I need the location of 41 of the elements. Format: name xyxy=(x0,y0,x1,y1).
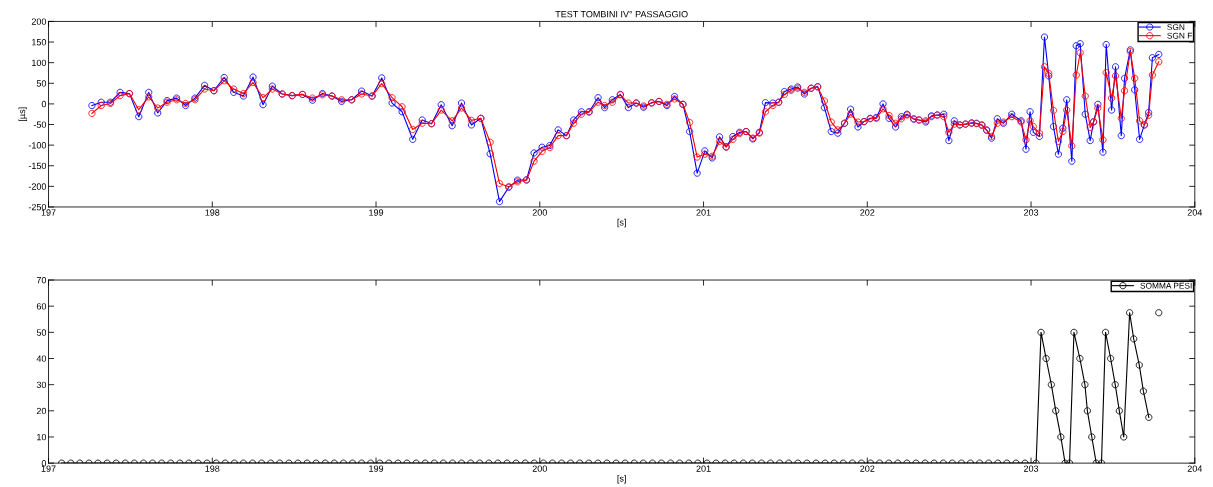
y-tick-label: 20 xyxy=(36,407,47,415)
y-tick-label: -250 xyxy=(28,203,47,211)
x-tick-label: 201 xyxy=(696,465,711,472)
legend-label: SGN F xyxy=(1167,32,1192,39)
x-tick-label: 197 xyxy=(41,465,56,472)
x-tick-label: 203 xyxy=(1023,209,1039,216)
y-tick-label: 50 xyxy=(36,329,47,336)
y-tick-label: 10 xyxy=(37,433,47,441)
x-tick-label: 204 xyxy=(1187,465,1203,472)
x-tick-label: 204 xyxy=(1187,209,1203,216)
y-tick-label: 0 xyxy=(41,100,47,108)
x-tick-label: 199 xyxy=(369,209,384,216)
chart-title: TEST TOMBINI IV° PASSAGGIO xyxy=(555,10,688,18)
y-tick-label: 70 xyxy=(36,276,47,284)
x-tick-label: 203 xyxy=(1023,465,1039,472)
y-tick-label: 30 xyxy=(36,381,47,389)
x-tick-label: 198 xyxy=(205,209,220,216)
y-tick-label: 100 xyxy=(32,59,47,67)
y-tick-label: 200 xyxy=(31,18,47,25)
y-axis-title: [µs] xyxy=(18,107,27,121)
y-tick-label: -50 xyxy=(33,121,47,128)
x-tick-label: 202 xyxy=(860,465,875,472)
y-tick-label: 150 xyxy=(32,39,47,46)
y-tick-label: -200 xyxy=(28,183,47,190)
x-tick-label: 201 xyxy=(696,209,711,216)
x-tick-label: 198 xyxy=(205,465,220,472)
x-tick-label: 202 xyxy=(860,209,875,216)
y-tick-label: -100 xyxy=(28,142,47,149)
y-tick-label: 60 xyxy=(36,303,47,310)
x-tick-label: 197 xyxy=(41,209,56,216)
legend-label: SOMMA PESI xyxy=(1140,282,1192,289)
x-axis-title: [s] xyxy=(617,475,626,484)
x-axis-title: [s] xyxy=(617,218,626,228)
legend-label: SGN xyxy=(1167,24,1185,31)
x-tick-label: 199 xyxy=(369,465,384,472)
x-tick-label: 200 xyxy=(532,465,547,472)
x-tick-label: 200 xyxy=(532,209,547,216)
y-tick-label: 0 xyxy=(41,460,47,467)
y-tick-label: 50 xyxy=(36,80,47,87)
y-tick-label: -150 xyxy=(28,162,47,170)
y-tick-label: 40 xyxy=(36,355,47,362)
